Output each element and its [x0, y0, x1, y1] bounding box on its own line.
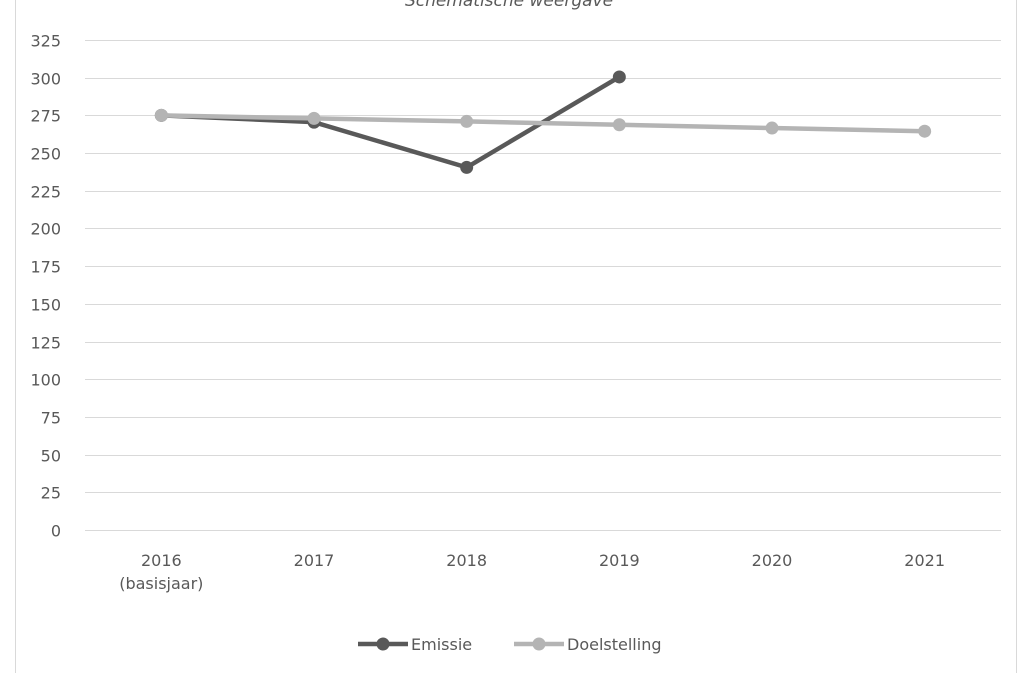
data-point — [460, 160, 474, 174]
data-point — [918, 124, 932, 138]
series-lines — [154, 70, 932, 174]
chart-title: Schematische weergave — [405, 0, 613, 11]
y-tick-label: 275 — [30, 107, 61, 126]
x-tick-label: 2018 — [446, 551, 487, 570]
y-tick-label: 50 — [41, 447, 61, 466]
y-tick-label: 75 — [41, 409, 61, 428]
legend: Emissie Doelstelling — [358, 635, 661, 654]
y-tick-label: 325 — [30, 32, 61, 51]
legend-swatch-marker — [376, 637, 390, 651]
x-tick-label: 2021 — [904, 551, 945, 570]
y-tick-label: 150 — [30, 296, 61, 315]
series-doelstelling — [154, 108, 932, 138]
y-tick-label: 175 — [30, 258, 61, 277]
y-tick-label: 125 — [30, 334, 61, 353]
legend-swatch-marker — [532, 637, 546, 651]
x-tick-label: 2016 (basisjaar) — [119, 551, 203, 593]
data-point — [612, 118, 626, 132]
y-tick-label: 200 — [30, 220, 61, 239]
y-tick-label: 225 — [30, 183, 61, 202]
data-point — [612, 70, 626, 84]
x-tick-label: 2020 — [752, 551, 793, 570]
legend-label: Doelstelling — [567, 635, 661, 654]
x-tick-label: 2019 — [599, 551, 640, 570]
data-point — [765, 121, 779, 135]
y-tick-label: 100 — [30, 371, 61, 390]
x-tick-label: 2017 — [294, 551, 335, 570]
legend-label: Emissie — [411, 635, 472, 654]
y-tick-label: 25 — [41, 484, 61, 503]
y-tick-label: 250 — [30, 145, 61, 164]
data-point — [460, 114, 474, 128]
legend-item: Emissie — [358, 635, 472, 654]
x-axis-ticks: 2016 (basisjaar) 2017 2018 2019 2020 2021 — [119, 551, 945, 593]
data-point — [307, 111, 321, 125]
y-axis-ticks: 0 25 50 75 100 125 150 175 200 225 250 275 300 325 — [30, 32, 61, 541]
data-point — [154, 108, 168, 122]
gridlines — [85, 40, 1001, 531]
y-tick-label: 300 — [30, 70, 61, 89]
y-tick-label: 0 — [51, 522, 61, 541]
series-line — [159, 113, 927, 134]
legend-item: Doelstelling — [514, 635, 661, 654]
